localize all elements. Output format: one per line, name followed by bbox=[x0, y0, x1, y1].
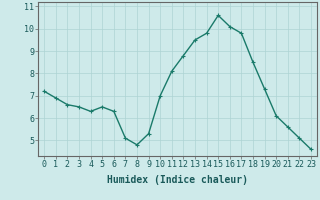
X-axis label: Humidex (Indice chaleur): Humidex (Indice chaleur) bbox=[107, 175, 248, 185]
